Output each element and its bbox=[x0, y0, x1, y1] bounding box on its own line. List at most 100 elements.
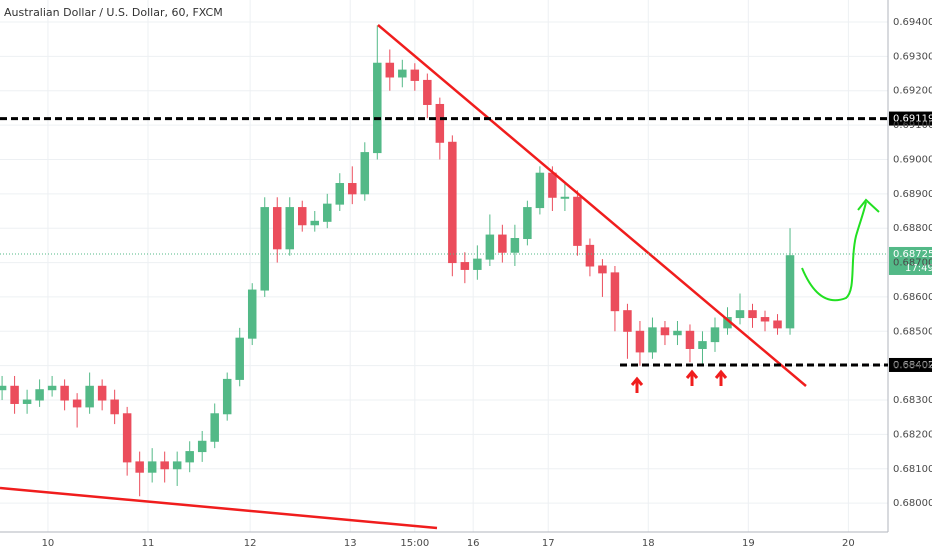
y-tick-label: 0.68000 bbox=[893, 498, 932, 509]
up-arrow bbox=[685, 369, 699, 386]
candle-body bbox=[310, 220, 320, 226]
x-tick-label: 16 bbox=[467, 538, 480, 549]
candle-body bbox=[398, 69, 407, 78]
up-arrow bbox=[714, 369, 728, 386]
x-tick-label: 12 bbox=[244, 538, 257, 549]
level-label-box bbox=[889, 111, 932, 126]
candle-body bbox=[523, 207, 532, 240]
candle-body bbox=[260, 207, 269, 291]
candle-body bbox=[97, 385, 107, 401]
x-tick-label: 17 bbox=[542, 538, 555, 549]
level-label-box bbox=[889, 357, 932, 372]
candle-body bbox=[710, 327, 720, 343]
candle-body bbox=[685, 330, 695, 349]
countdown: 17:49 bbox=[905, 263, 932, 274]
candle-body bbox=[548, 172, 557, 198]
candle-body bbox=[385, 62, 395, 78]
candle-body bbox=[222, 378, 232, 415]
candle-body bbox=[423, 79, 432, 105]
y-tick-label: 0.68100 bbox=[893, 464, 932, 475]
overlay: 0.69119 0.68402 0.68725 17:49 bbox=[0, 111, 932, 372]
candle-body bbox=[510, 238, 520, 253]
arrow-head bbox=[857, 198, 880, 213]
projection-arrow bbox=[801, 201, 867, 302]
candle-body bbox=[60, 385, 69, 401]
y-tick-label: 0.68900 bbox=[893, 189, 932, 200]
candle-body bbox=[160, 461, 169, 470]
up-arrow bbox=[630, 376, 644, 393]
x-tick-label: 10 bbox=[42, 538, 55, 549]
candle-body bbox=[235, 337, 244, 380]
x-tick-label: 20 bbox=[842, 538, 855, 549]
y-tick-label: 0.68800 bbox=[893, 223, 932, 234]
candle-body bbox=[185, 451, 194, 463]
candle-body bbox=[85, 385, 94, 408]
candle-body bbox=[323, 203, 332, 222]
candle-body bbox=[110, 399, 119, 415]
candle-body bbox=[298, 207, 307, 226]
candle-body bbox=[35, 389, 44, 401]
up-arrows bbox=[630, 369, 728, 393]
candle-body bbox=[535, 172, 545, 209]
trend-line bbox=[377, 24, 807, 387]
y-tick-label: 0.68300 bbox=[893, 395, 932, 406]
candle-body bbox=[585, 244, 595, 267]
candle-body bbox=[373, 62, 382, 154]
y-tick-label: 0.69400 bbox=[893, 17, 932, 28]
trend-line bbox=[0, 486, 438, 530]
candle-body bbox=[635, 330, 645, 353]
candle-body bbox=[348, 183, 357, 195]
candle-body bbox=[735, 310, 745, 319]
candle-body bbox=[598, 265, 607, 274]
candle-body bbox=[272, 207, 282, 250]
x-tick-label: 18 bbox=[642, 538, 655, 549]
candle-body bbox=[460, 262, 470, 270]
x-tick-label: 19 bbox=[742, 538, 755, 549]
candle-body bbox=[610, 272, 620, 312]
candle-body bbox=[473, 258, 482, 270]
candle-body bbox=[197, 440, 207, 453]
candle-body bbox=[435, 103, 445, 143]
candle-body bbox=[760, 317, 770, 322]
candle-body bbox=[147, 461, 157, 473]
candle-body bbox=[335, 183, 345, 205]
candles bbox=[0, 25, 795, 497]
x-tick-label: 15:00 bbox=[400, 538, 429, 549]
candle-body bbox=[748, 310, 757, 319]
candle-body bbox=[285, 207, 294, 250]
candle-body bbox=[22, 399, 32, 404]
y-tick-label: 0.69100 bbox=[893, 120, 932, 131]
y-tick-label: 0.69200 bbox=[893, 86, 932, 97]
candle-body bbox=[660, 327, 670, 336]
candle-body bbox=[623, 310, 632, 332]
level-label: 0.69119 bbox=[893, 114, 932, 125]
y-tick-label: 0.68500 bbox=[893, 326, 932, 337]
y-tick-label: 0.68400 bbox=[893, 361, 932, 372]
candle-body bbox=[360, 152, 370, 195]
x-tick-label: 13 bbox=[344, 538, 357, 549]
grid bbox=[0, 0, 888, 532]
candle-body bbox=[673, 330, 682, 336]
y-tick-label: 0.69300 bbox=[893, 51, 932, 62]
candle-body bbox=[785, 255, 795, 329]
y-tick-label: 0.68200 bbox=[893, 429, 932, 440]
x-tick-label: 11 bbox=[142, 538, 155, 549]
level-label: 0.68402 bbox=[893, 360, 932, 371]
y-tick-label: 0.68600 bbox=[893, 292, 932, 303]
candle-body bbox=[773, 320, 782, 329]
last-price-box bbox=[889, 246, 932, 275]
candle-body bbox=[573, 196, 582, 246]
candle-body bbox=[10, 385, 19, 404]
candle-body bbox=[135, 461, 144, 473]
candle-body bbox=[72, 399, 82, 408]
y-tick-label: 0.68700 bbox=[893, 258, 932, 269]
candle-body bbox=[560, 196, 570, 199]
last-price-label: 0.68725 bbox=[893, 249, 932, 260]
candle-body bbox=[0, 385, 7, 391]
candle-body bbox=[122, 413, 132, 463]
candle-body bbox=[410, 69, 420, 81]
candle-body bbox=[47, 385, 57, 391]
candle-body bbox=[485, 234, 495, 260]
